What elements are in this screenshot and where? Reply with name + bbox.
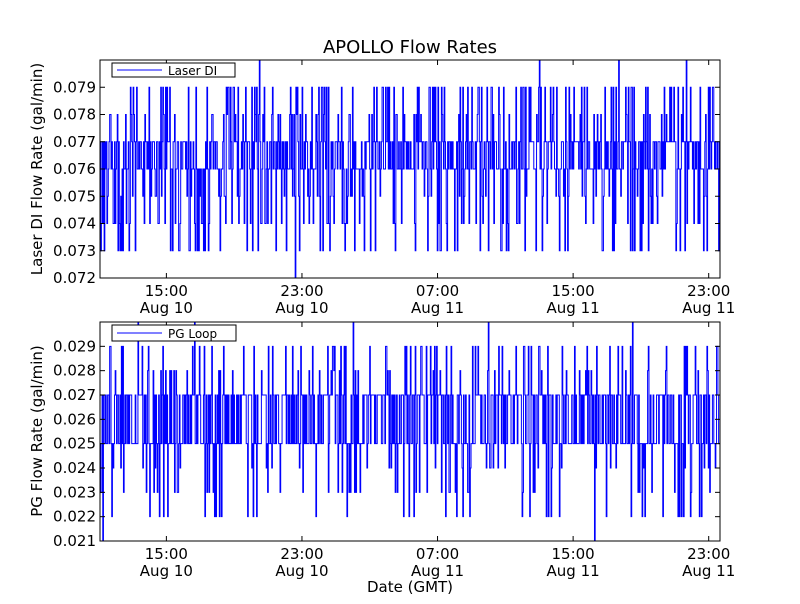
y-tick-label: 0.072 bbox=[53, 269, 96, 287]
x-tick-sublabel: Aug 10 bbox=[140, 299, 193, 317]
x-tick-label: 15:00 bbox=[145, 545, 188, 563]
x-tick-label: 15:00 bbox=[552, 545, 595, 563]
x-tick-sublabel: Aug 11 bbox=[547, 299, 600, 317]
x-tick-sublabel: Aug 10 bbox=[275, 562, 328, 580]
pg-loop-legend: PG Loop bbox=[111, 324, 237, 342]
x-tick-label: 23:00 bbox=[687, 545, 730, 563]
series-line-pg-loop bbox=[100, 321, 720, 542]
y-tick-label: 0.022 bbox=[53, 508, 96, 526]
y-tick-label: 0.026 bbox=[53, 410, 96, 428]
y-tick-label: 0.075 bbox=[53, 187, 96, 205]
x-tick-sublabel: Aug 11 bbox=[682, 299, 735, 317]
y-tick-label: 0.078 bbox=[53, 106, 96, 124]
x-tick-sublabel: Aug 10 bbox=[275, 299, 328, 317]
x-axis-label: Date (GMT) bbox=[367, 578, 453, 596]
laser-di-y-ticks: 0.072 0.073 0.074 0.075 0.076 0.077 0.078 0.079 bbox=[53, 78, 720, 287]
x-tick-sublabel: Aug 11 bbox=[411, 299, 464, 317]
x-tick-label: 23:00 bbox=[280, 282, 323, 300]
y-tick-label: 0.021 bbox=[53, 532, 96, 550]
pg-loop-y-ticks: 0.021 0.022 0.023 0.024 0.025 0.026 0.027 0.028… bbox=[53, 337, 720, 550]
y-tick-label: 0.027 bbox=[53, 386, 96, 404]
y-tick-label: 0.073 bbox=[53, 242, 96, 260]
laser-di-y-axis-label: Laser DI Flow Rate (gal/min) bbox=[28, 63, 46, 275]
laser-di-legend: Laser DI bbox=[111, 62, 236, 78]
legend-label-laser-di: Laser DI bbox=[168, 64, 217, 78]
pg-loop-series-layer bbox=[100, 321, 720, 542]
y-tick-label: 0.025 bbox=[53, 435, 96, 453]
x-tick-label: 07:00 bbox=[416, 545, 459, 563]
x-tick-label: 07:00 bbox=[416, 282, 459, 300]
x-tick-label: 15:00 bbox=[552, 282, 595, 300]
y-tick-label: 0.024 bbox=[53, 459, 96, 477]
series-line-laser-di bbox=[100, 59, 721, 279]
x-tick-label: 23:00 bbox=[687, 282, 730, 300]
chart-title: APOLLO Flow Rates bbox=[323, 37, 497, 58]
legend-box bbox=[111, 62, 236, 78]
laser-di-panel: 0.072 0.073 0.074 0.075 0.076 0.077 0.078 0.079… bbox=[28, 59, 735, 317]
y-tick-label: 0.074 bbox=[53, 215, 96, 233]
legend-label-pg-loop: PG Loop bbox=[168, 327, 217, 341]
pg-loop-axes-frame bbox=[99, 321, 721, 542]
x-tick-sublabel: Aug 11 bbox=[682, 562, 735, 580]
x-tick-sublabel: Aug 10 bbox=[140, 562, 193, 580]
y-tick-label: 0.079 bbox=[53, 78, 96, 96]
y-tick-label: 0.023 bbox=[53, 483, 96, 501]
y-tick-label: 0.077 bbox=[53, 133, 96, 151]
pg-loop-y-axis-label: PG Flow Rate (gal/min) bbox=[28, 345, 46, 517]
x-tick-label: 23:00 bbox=[280, 545, 323, 563]
x-tick-sublabel: Aug 11 bbox=[411, 562, 464, 580]
y-tick-label: 0.029 bbox=[53, 337, 96, 355]
y-tick-label: 0.028 bbox=[53, 362, 96, 380]
x-tick-sublabel: Aug 11 bbox=[547, 562, 600, 580]
pg-loop-panel: 0.021 0.022 0.023 0.024 0.025 0.026 0.027 0.028… bbox=[28, 321, 735, 580]
laser-di-series-layer bbox=[100, 59, 721, 279]
y-tick-label: 0.076 bbox=[53, 160, 96, 178]
legend-box bbox=[111, 324, 237, 342]
x-tick-label: 15:00 bbox=[145, 282, 188, 300]
